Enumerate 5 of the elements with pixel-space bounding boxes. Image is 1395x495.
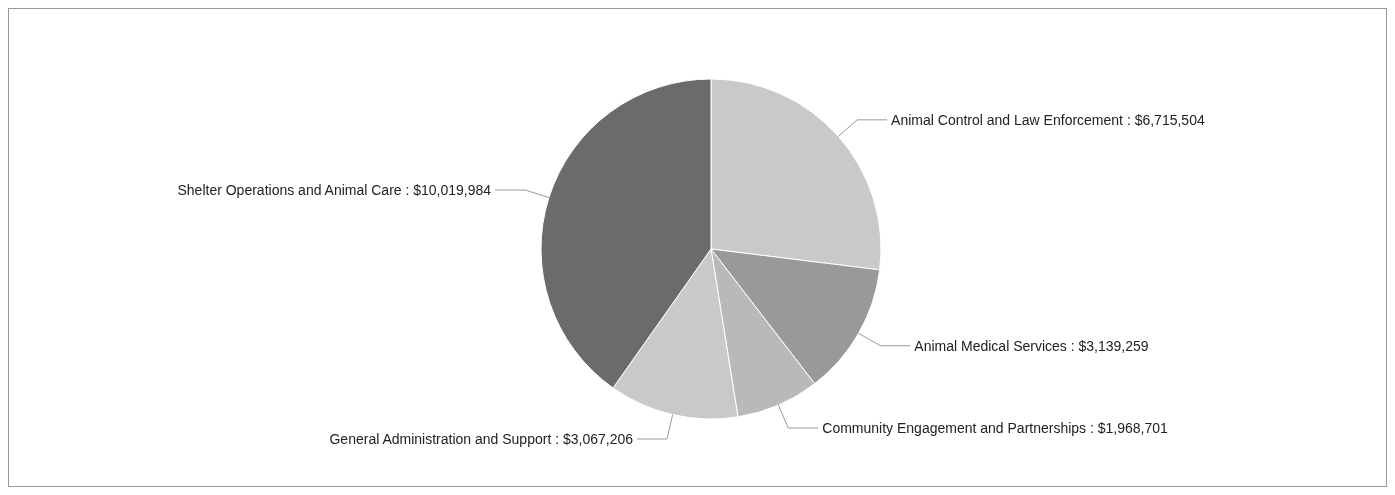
slice-label: Animal Control and Law Enforcement : $6,715,504	[891, 111, 1205, 128]
slice-label: Animal Medical Services : $3,139,259	[914, 337, 1149, 354]
slice-label: Community Engagement and Partnerships : $1,968,701	[822, 420, 1169, 437]
slice-label: General Administration and Support : $3,067,206	[329, 430, 634, 447]
slice-label: Shelter Operations and Animal Care : $10,019,984	[177, 182, 492, 199]
